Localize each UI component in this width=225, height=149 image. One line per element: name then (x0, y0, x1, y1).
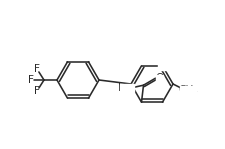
Bar (119, 84, 133, 92)
Text: N: N (158, 61, 167, 71)
Text: F: F (34, 86, 40, 96)
Bar (180, 86, 196, 94)
Bar (156, 75, 163, 82)
Bar (158, 61, 167, 70)
Text: CH₃: CH₃ (178, 85, 198, 95)
Text: HO: HO (118, 83, 135, 93)
Text: O: O (155, 73, 164, 83)
Text: F: F (28, 75, 34, 85)
Text: F: F (34, 64, 40, 74)
